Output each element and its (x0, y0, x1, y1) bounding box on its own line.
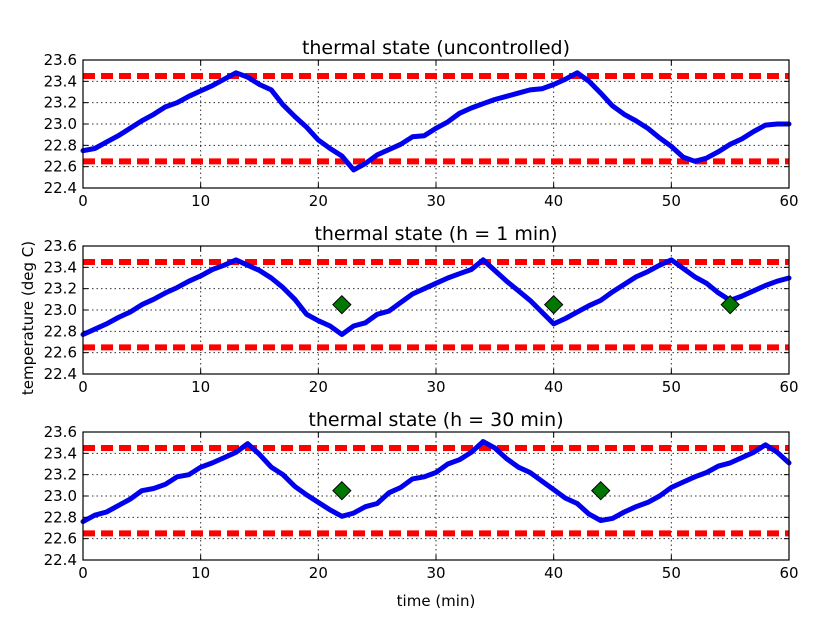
panel-title: thermal state (uncontrolled) (302, 37, 570, 59)
panel-title: thermal state (h = 30 min) (308, 409, 563, 431)
y-tick-label: 23.6 (44, 51, 77, 69)
temperature-series-line (80, 257, 792, 337)
y-tick-label: 23.6 (44, 237, 77, 255)
control-point-marker (332, 294, 352, 315)
panel-3: 0 10 20 30 40 50 60 22.4 22.6 22.8 23.0 23.2 23.4 23.… (44, 409, 799, 582)
y-axis-label: temperature (deg C) (19, 241, 37, 395)
temperature-series-line (80, 70, 792, 173)
panel-title: thermal state (h = 1 min) (314, 223, 557, 245)
x-tick-label: 60 (779, 564, 798, 582)
y-tick-label: 23.4 (44, 444, 77, 462)
x-tick-label: 30 (426, 378, 445, 396)
x-tick-label: 20 (309, 378, 328, 396)
y-tick-label: 23.2 (44, 466, 77, 484)
x-tick-label: 30 (426, 564, 445, 582)
y-tick-label: 23.0 (44, 301, 77, 319)
x-tick-label: 10 (191, 378, 210, 396)
x-tick-label: 50 (662, 564, 681, 582)
x-tick-label: 50 (662, 192, 681, 210)
x-tick-label: 40 (544, 564, 563, 582)
y-tick-label: 23.0 (44, 487, 77, 505)
y-tick-label: 23.2 (44, 94, 77, 112)
control-point-marker (543, 294, 564, 315)
panel-2: 0 10 20 30 40 50 60 22.4 22.6 22.8 23.0 23.2 23.4 23.… (44, 223, 799, 396)
x-tick-label: 50 (662, 378, 681, 396)
x-axis-label: time (min) (397, 592, 476, 610)
y-tick-label: 23.6 (44, 423, 77, 441)
x-tick-label: 0 (78, 378, 88, 396)
x-tick-label: 40 (544, 378, 563, 396)
y-tick-label: 23.2 (44, 280, 77, 298)
y-tick-label: 22.8 (44, 508, 77, 526)
x-tick-label: 10 (191, 192, 210, 210)
control-point-marker (591, 480, 611, 501)
panel-1: 0 10 20 30 40 50 60 22.4 22.6 22.8 23.0 23.2 23.4 23.… (44, 37, 799, 210)
y-tick-label: 23.0 (44, 115, 77, 133)
y-tick-label: 22.6 (44, 530, 77, 548)
x-tick-label: 20 (309, 192, 328, 210)
x-tick-label: 60 (779, 378, 798, 396)
x-tick-label: 0 (78, 564, 88, 582)
temperature-series-line (80, 439, 792, 525)
x-tick-label: 10 (191, 564, 210, 582)
x-tick-label: 30 (426, 192, 445, 210)
y-tick-label: 22.6 (44, 344, 77, 362)
x-tick-label: 0 (78, 192, 88, 210)
control-point-marker (720, 294, 740, 315)
y-tick-label: 22.6 (44, 158, 77, 176)
y-tick-label: 23.4 (44, 72, 77, 90)
x-tick-label: 20 (309, 564, 328, 582)
y-tick-label: 22.4 (44, 179, 77, 197)
y-tick-label: 23.4 (44, 258, 77, 276)
y-tick-label: 22.4 (44, 551, 77, 569)
y-tick-label: 22.8 (44, 136, 77, 154)
control-point-marker (332, 480, 352, 501)
y-tick-label: 22.4 (44, 365, 77, 383)
x-tick-label: 60 (779, 192, 798, 210)
x-tick-label: 40 (544, 192, 563, 210)
y-tick-label: 22.8 (44, 322, 77, 340)
